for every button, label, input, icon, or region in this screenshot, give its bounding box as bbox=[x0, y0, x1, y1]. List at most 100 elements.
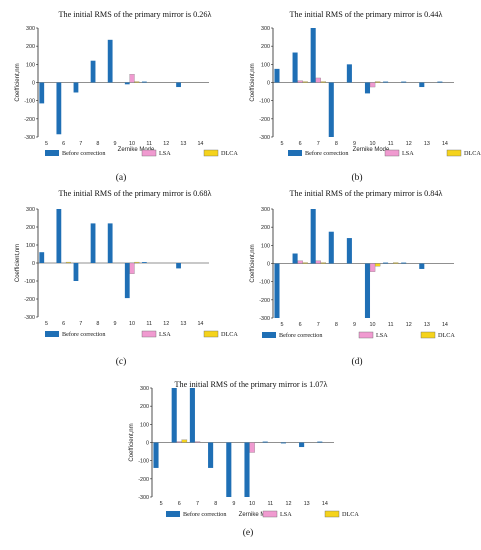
x-tick-label: 7 bbox=[79, 141, 82, 147]
panel-label: (c) bbox=[116, 356, 127, 367]
y-tick-label: 100 bbox=[261, 243, 270, 249]
y-tick-label: -200 bbox=[24, 297, 35, 303]
x-tick-label: 6 bbox=[299, 141, 302, 147]
x-tick-label: 14 bbox=[197, 321, 203, 327]
legend-swatch bbox=[420, 331, 436, 339]
panel-label: (b) bbox=[351, 172, 362, 183]
chart-title: The initial RMS of the primary mirror is… bbox=[175, 380, 328, 389]
bar-before-correction-mode-9 bbox=[107, 223, 113, 263]
y-tick-label: 200 bbox=[26, 44, 35, 50]
x-tick-label: 14 bbox=[322, 501, 328, 507]
x-tick-label: 11 bbox=[146, 321, 152, 327]
y-tick-label: 200 bbox=[261, 44, 270, 50]
legend-swatch bbox=[446, 149, 462, 157]
legend-label: Before correction bbox=[183, 511, 226, 518]
bar-before-correction-mode-7 bbox=[73, 82, 79, 93]
y-tick-label: 300 bbox=[140, 386, 149, 392]
x-axis-label: Zernike Mode bbox=[118, 147, 155, 153]
y-tick-label: -100 bbox=[24, 99, 35, 105]
y-axis-label: Coefficient,nm bbox=[250, 244, 256, 282]
bar-before-correction-mode-6 bbox=[56, 209, 62, 263]
legend-swatch bbox=[262, 510, 278, 518]
bar-dlca-mode-10 bbox=[374, 81, 381, 83]
x-tick-label: 11 bbox=[388, 322, 394, 328]
x-tick-label: 14 bbox=[197, 141, 203, 147]
legend-swatch bbox=[203, 330, 219, 338]
x-tick-label: 7 bbox=[79, 321, 82, 327]
x-tick-label: 11 bbox=[388, 141, 394, 147]
bar-before-correction-mode-9 bbox=[226, 442, 232, 497]
x-tick-label: 9 bbox=[113, 321, 116, 327]
legend-label: LSA bbox=[376, 332, 388, 339]
bar-lsa-mode-6 bbox=[297, 260, 303, 264]
x-tick-label: 8 bbox=[96, 141, 99, 147]
legend-label: Before correction bbox=[305, 150, 348, 157]
x-tick-label: 13 bbox=[180, 321, 186, 327]
bar-lsa-mode-6 bbox=[297, 80, 303, 83]
y-tick-label: -100 bbox=[24, 279, 35, 285]
bar-lsa-mode-10 bbox=[369, 82, 376, 88]
bar-before-correction-mode-10 bbox=[124, 82, 130, 85]
bar-before-correction-mode-13 bbox=[419, 82, 425, 88]
bar-lsa-mode-10 bbox=[249, 442, 255, 453]
legend-label: DLCA bbox=[464, 150, 481, 157]
x-tick-label: 8 bbox=[96, 321, 99, 327]
bar-before-correction-mode-9 bbox=[346, 64, 352, 83]
bar-before-correction-mode-10 bbox=[364, 263, 371, 318]
legend-swatch bbox=[45, 150, 59, 156]
x-tick-label: 9 bbox=[232, 501, 235, 507]
legend-swatch bbox=[141, 149, 157, 157]
x-tick-label: 6 bbox=[178, 501, 181, 507]
bar-before-correction-mode-7 bbox=[310, 28, 316, 83]
y-tick-label: 200 bbox=[26, 225, 35, 231]
y-axis-label: Coefficient,nm bbox=[15, 63, 21, 101]
bar-dlca-mode-7 bbox=[320, 81, 327, 83]
legend-swatch bbox=[166, 511, 180, 517]
y-tick-label: 300 bbox=[26, 207, 35, 213]
bar-before-correction-mode-8 bbox=[90, 223, 96, 263]
x-tick-label: 7 bbox=[317, 322, 320, 328]
y-tick-label: -200 bbox=[259, 117, 270, 123]
x-tick-label: 5 bbox=[281, 141, 284, 147]
y-tick-label: -300 bbox=[24, 135, 35, 141]
bar-before-correction-mode-14 bbox=[437, 81, 443, 83]
bar-before-correction-mode-9 bbox=[107, 39, 113, 83]
x-tick-label: 9 bbox=[353, 141, 356, 147]
y-tick-label: 300 bbox=[261, 207, 270, 213]
y-tick-label: -300 bbox=[138, 495, 149, 501]
panel-label: (e) bbox=[243, 527, 254, 538]
x-tick-label: 12 bbox=[406, 141, 412, 147]
x-tick-label: 5 bbox=[281, 322, 284, 328]
bar-dlca-mode-6 bbox=[65, 261, 71, 264]
chart-panel-3: The initial RMS of the primary mirror is… bbox=[15, 189, 238, 367]
bar-dlca-mode-6 bbox=[302, 262, 308, 264]
bar-before-correction-mode-6 bbox=[171, 388, 177, 443]
bar-before-correction-mode-5 bbox=[274, 68, 280, 83]
bar-before-correction-mode-6 bbox=[56, 82, 62, 135]
bar-before-correction-mode-5 bbox=[39, 252, 45, 263]
panel-label: (d) bbox=[351, 356, 362, 367]
bar-dlca-mode-10 bbox=[134, 261, 140, 264]
bar-before-correction-mode-5 bbox=[153, 442, 159, 468]
x-tick-label: 12 bbox=[163, 321, 169, 327]
y-tick-label: 0 bbox=[32, 261, 35, 267]
bar-before-correction-mode-6 bbox=[292, 253, 298, 264]
y-tick-label: -300 bbox=[259, 135, 270, 141]
y-tick-label: -100 bbox=[259, 99, 270, 105]
x-tick-label: 7 bbox=[317, 141, 320, 147]
x-tick-label: 5 bbox=[45, 141, 48, 147]
bar-dlca-mode-7 bbox=[320, 262, 327, 264]
y-tick-label: -200 bbox=[138, 477, 149, 483]
x-tick-label: 12 bbox=[406, 322, 412, 328]
bar-dlca-mode-10 bbox=[374, 263, 381, 267]
bar-before-correction-mode-13 bbox=[299, 442, 305, 448]
bar-before-correction-mode-12 bbox=[280, 442, 286, 444]
x-tick-label: 5 bbox=[45, 321, 48, 327]
chart-panel-2: The initial RMS of the primary mirror is… bbox=[250, 10, 481, 183]
y-tick-label: -200 bbox=[24, 117, 35, 123]
bar-before-correction-mode-5 bbox=[274, 263, 280, 318]
y-tick-label: -100 bbox=[259, 280, 270, 286]
bar-dlca-mode-6 bbox=[302, 81, 308, 83]
y-axis-label: Coefficient,nm bbox=[129, 423, 135, 461]
x-tick-label: 7 bbox=[196, 501, 199, 507]
